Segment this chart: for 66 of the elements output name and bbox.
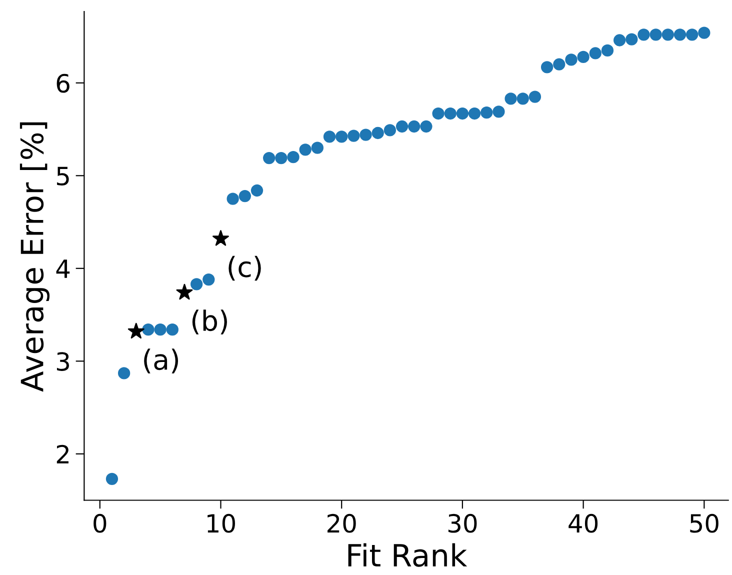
point xyxy=(444,107,456,120)
point xyxy=(492,106,505,118)
point xyxy=(613,34,626,46)
point xyxy=(674,28,686,41)
point xyxy=(601,44,614,57)
annotation: (c) xyxy=(228,256,261,281)
y-tick-label: 2 xyxy=(56,444,68,464)
x-tick-label: 20 xyxy=(328,514,356,533)
y-tick-label: 6 xyxy=(56,74,70,93)
point xyxy=(662,28,674,41)
point xyxy=(336,130,348,143)
x-tick-label: 50 xyxy=(690,514,718,533)
point xyxy=(480,106,493,119)
point xyxy=(360,128,372,141)
point xyxy=(528,90,542,103)
point xyxy=(142,324,154,336)
point xyxy=(250,184,264,197)
point xyxy=(226,192,239,205)
x-tick-label: 10 xyxy=(208,514,235,533)
point xyxy=(238,190,251,202)
point xyxy=(504,92,517,105)
point xyxy=(650,28,662,41)
point xyxy=(176,284,193,300)
point xyxy=(698,26,710,39)
x-axis-title: Fit Rank xyxy=(348,543,468,567)
x-tick-label: 40 xyxy=(568,514,598,533)
point xyxy=(384,124,396,136)
point xyxy=(432,107,444,120)
annotation: (b) xyxy=(192,310,227,334)
point xyxy=(553,58,566,70)
point xyxy=(128,322,144,339)
point xyxy=(190,278,203,290)
point xyxy=(372,126,384,140)
point xyxy=(516,92,529,105)
point xyxy=(468,107,481,120)
point xyxy=(299,144,312,156)
point xyxy=(456,107,469,120)
point xyxy=(396,120,408,133)
point xyxy=(565,54,578,66)
point xyxy=(408,120,420,133)
point xyxy=(626,33,638,46)
point xyxy=(540,61,554,74)
point xyxy=(118,367,130,380)
annotation: (a) xyxy=(144,348,178,374)
point xyxy=(106,472,118,485)
point xyxy=(287,151,300,164)
point xyxy=(212,230,229,246)
point xyxy=(577,50,590,64)
point xyxy=(311,142,324,154)
point xyxy=(263,152,276,164)
y-tick-label: 4 xyxy=(56,260,70,278)
y-axis-title: Average Error [%] xyxy=(20,122,50,392)
point xyxy=(348,130,360,142)
x-tick-label: 0 xyxy=(94,514,106,533)
point xyxy=(323,130,336,143)
point xyxy=(589,47,602,60)
point xyxy=(202,273,215,286)
x-tick-label: 30 xyxy=(448,514,477,533)
point xyxy=(154,324,166,336)
point xyxy=(638,28,650,41)
point xyxy=(275,152,288,164)
point xyxy=(420,120,432,133)
y-tick-label: 3 xyxy=(56,352,69,371)
y-tick-label: 5 xyxy=(57,166,69,186)
point xyxy=(166,324,178,336)
point xyxy=(686,28,698,41)
